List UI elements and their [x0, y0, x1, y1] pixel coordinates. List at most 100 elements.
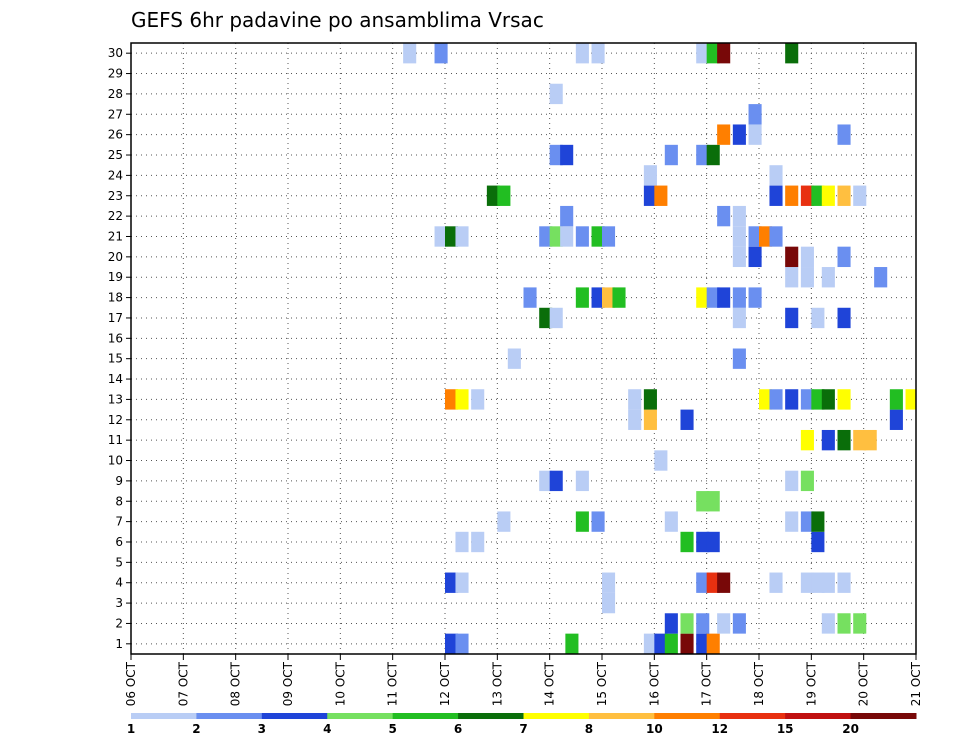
heatmap-cell	[549, 144, 563, 166]
heatmap-cell	[591, 226, 605, 247]
colorbar-label: 15	[777, 722, 794, 736]
colorbar: 1 2 3 4 5 6 7 8 10 12 15 20	[127, 713, 917, 736]
x-tick-label: 10 OCT	[333, 661, 347, 706]
heatmap-cell	[539, 226, 553, 247]
x-tick-label: 11 OCT	[386, 661, 400, 706]
heatmap-cell	[560, 205, 574, 227]
heatmap-cell	[811, 531, 825, 553]
heatmap-cell	[800, 572, 814, 593]
heatmap-cell	[853, 613, 867, 634]
heatmap-cell	[575, 470, 589, 492]
heatmap-cell	[748, 287, 762, 308]
heatmap-cell	[732, 124, 746, 145]
heatmap-cell	[748, 246, 762, 268]
x-tick-label: 07 OCT	[176, 661, 190, 706]
y-axis-ticks: 1234567891011121314151617181920212223242…	[108, 46, 131, 651]
heatmap-cell	[664, 511, 678, 532]
heatmap-cell	[759, 226, 773, 247]
heatmap-cell	[800, 511, 814, 532]
heatmap-cell	[643, 185, 657, 206]
heatmap-cell	[732, 287, 746, 308]
heatmap-cell	[853, 185, 867, 206]
heatmap-cell	[455, 531, 469, 553]
heatmap-cell	[696, 572, 710, 593]
heatmap-cell	[434, 43, 448, 64]
colorbar-segment	[392, 713, 459, 719]
heatmap-cell	[591, 511, 605, 532]
y-tick-label: 25	[108, 148, 123, 162]
colorbar-segment	[131, 713, 197, 719]
heatmap-cell	[680, 613, 694, 634]
heatmap-cell	[486, 185, 500, 206]
heatmap-cell	[602, 287, 616, 308]
heatmap-cell	[602, 226, 616, 247]
x-tick-label: 21 OCT	[909, 661, 923, 706]
heatmap-cell	[696, 633, 710, 654]
colorbar-segment	[654, 713, 721, 719]
colorbar-segment	[196, 713, 263, 719]
heatmap-cell	[821, 267, 835, 288]
heatmap-cell	[759, 389, 773, 410]
heatmap-cell	[769, 185, 783, 206]
heatmap-cell	[706, 43, 720, 64]
heatmap-cell	[732, 613, 746, 634]
y-tick-label: 17	[108, 311, 123, 325]
y-tick-label: 9	[115, 474, 123, 488]
heatmap-cell	[853, 429, 867, 451]
heatmap-cell	[732, 348, 746, 369]
heatmap-cell	[717, 613, 731, 634]
y-tick-label: 16	[108, 331, 123, 345]
heatmap-cell	[821, 613, 835, 634]
heatmap-cell	[785, 43, 799, 64]
x-tick-label: 06 OCT	[124, 661, 138, 706]
y-tick-label: 8	[115, 494, 123, 508]
y-tick-label: 18	[108, 291, 123, 305]
heatmap-cell	[785, 511, 799, 532]
heatmap-cell	[549, 307, 563, 329]
heatmap-cell	[539, 470, 553, 492]
heatmap-cell	[706, 144, 720, 166]
x-tick-label: 09 OCT	[281, 661, 295, 706]
colorbar-label: 10	[646, 722, 663, 736]
heatmap-cell	[575, 43, 589, 64]
heatmap-cell	[785, 246, 799, 268]
heatmap-cell	[785, 389, 799, 410]
heatmap-cell	[455, 226, 469, 247]
heatmap-cell	[643, 633, 657, 654]
heatmap-cell	[905, 389, 916, 410]
heatmap-cell	[560, 144, 574, 166]
heatmap-cell	[837, 307, 851, 329]
heatmap-cell	[837, 572, 851, 593]
x-tick-label: 19 OCT	[804, 661, 818, 706]
x-tick-label: 16 OCT	[647, 661, 661, 706]
colorbar-segment	[261, 713, 328, 719]
y-tick-label: 26	[108, 128, 123, 142]
colorbar-label: 3	[258, 722, 266, 736]
colorbar-label: 5	[388, 722, 396, 736]
y-tick-label: 10	[108, 454, 123, 468]
cells-layer	[403, 43, 916, 654]
y-tick-label: 27	[108, 107, 123, 121]
heatmap-cell	[821, 185, 835, 206]
heatmap-cell	[785, 307, 799, 329]
heatmap-cell	[549, 226, 563, 247]
heatmap-cell	[643, 165, 657, 186]
x-tick-label: 17 OCT	[700, 661, 714, 706]
colorbar-label: 12	[711, 722, 728, 736]
colorbar-segment	[850, 713, 917, 719]
heatmap-cell	[748, 124, 762, 145]
heatmap-cell	[821, 572, 835, 593]
heatmap-cell	[717, 205, 731, 227]
heatmap-cell	[696, 287, 710, 308]
colorbar-segment	[458, 713, 524, 719]
heatmap-cell	[785, 185, 799, 206]
y-tick-label: 30	[108, 46, 123, 60]
heatmap-cell	[575, 511, 589, 532]
heatmap-cell	[889, 409, 903, 430]
y-tick-label: 12	[108, 413, 123, 427]
heatmap-cell	[800, 389, 814, 410]
heatmap-cell	[717, 124, 731, 145]
heatmap-cell	[549, 83, 563, 105]
heatmap-cell	[664, 613, 678, 634]
